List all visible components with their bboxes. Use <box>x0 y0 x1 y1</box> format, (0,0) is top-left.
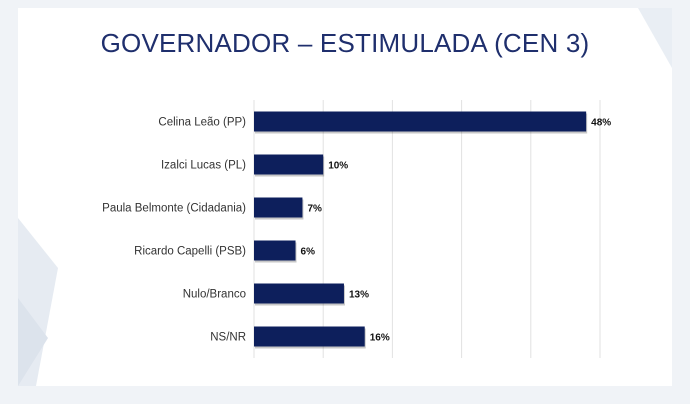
chart-title: GOVERNADOR – ESTIMULADA (CEN 3) <box>100 28 590 58</box>
value-labels: 48% 10% 7% 6% 13% 16% <box>301 118 612 344</box>
bar <box>254 197 303 218</box>
category-labels: Celina Leão (PP) Izalci Lucas (PL) Paula B… <box>102 117 246 344</box>
bar <box>254 326 365 347</box>
bar-chart: Celina Leão (PP) Izalci Lucas (PL) Paula B… <box>102 100 612 358</box>
value-label: 6% <box>301 247 316 258</box>
bars <box>254 111 588 349</box>
grid-lines <box>253 100 601 358</box>
value-label: 10% <box>328 161 348 172</box>
category-label: Ricardo Capelli (PSB) <box>134 246 246 258</box>
bar <box>254 154 324 175</box>
slide: GOVERNADOR – ESTIMULADA (CEN 3) Celina L… <box>18 8 672 386</box>
bar <box>254 283 344 304</box>
category-label: Nulo/Branco <box>183 289 246 301</box>
category-label: Izalci Lucas (PL) <box>161 160 246 172</box>
category-label: NS/NR <box>210 332 246 344</box>
value-label: 13% <box>349 290 369 301</box>
value-label: 7% <box>307 204 322 215</box>
value-label: 48% <box>591 118 611 129</box>
category-label: Celina Leão (PP) <box>158 117 246 129</box>
value-label: 16% <box>370 333 390 344</box>
bar <box>254 240 296 261</box>
bar <box>254 111 587 132</box>
category-label: Paula Belmonte (Cidadania) <box>102 203 246 215</box>
